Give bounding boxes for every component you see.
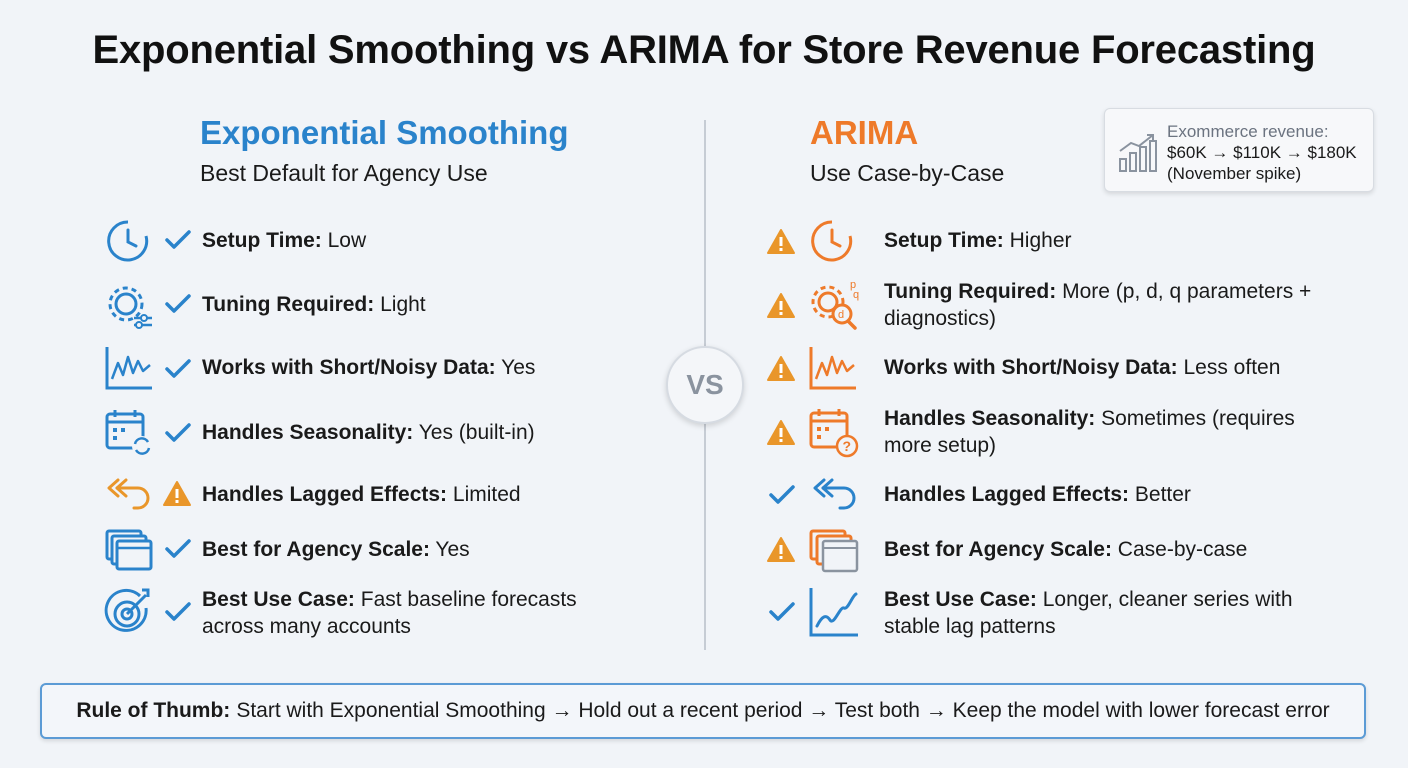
noisy-line-icon (105, 347, 152, 390)
row-label: Works with Short/Noisy Data: (202, 356, 496, 379)
row-label: Best for Agency Scale: (884, 538, 1112, 561)
check-icon (165, 423, 191, 442)
calendar-question-icon: ? (809, 409, 859, 458)
divider-top (704, 120, 706, 350)
windows-stack-icon (809, 529, 859, 573)
divider-bottom (704, 420, 706, 650)
bar-chart-icon (1119, 134, 1157, 172)
vs-badge: VS (666, 346, 744, 424)
calendar-refresh-icon (105, 410, 152, 456)
row-label: Handles Lagged Effects: (884, 483, 1130, 506)
check-icon (165, 294, 191, 313)
row-value: Better (1129, 483, 1191, 506)
warning-icon (767, 537, 795, 562)
row-value: Low (321, 229, 367, 252)
left-column-subtitle: Best Default for Agency Use (200, 160, 488, 186)
svg-text:q: q (853, 289, 859, 301)
row-label: Handles Lagged Effects: (202, 483, 448, 506)
row-label: Handles Seasonality: (884, 407, 1096, 430)
svg-text:?: ? (843, 438, 852, 454)
svg-text:d: d (838, 309, 844, 321)
callout-line-2: $60K → $110K → $180K (1167, 143, 1357, 162)
check-icon (165, 602, 191, 621)
row-label: Works with Short/Noisy Data: (884, 356, 1178, 379)
row-value: Yes (429, 538, 470, 561)
return-arrows-icon (107, 478, 150, 510)
right-column-header: ARIMA Use Case-by-Case (810, 114, 1004, 187)
return-arrows-icon (813, 478, 856, 510)
check-icon (165, 539, 191, 558)
row-value: More (p, d, q parameters + diagnostics) (884, 280, 1312, 330)
row-label: Tuning Required: (202, 293, 375, 316)
noisy-line-icon (809, 347, 856, 390)
warning-icon (767, 356, 795, 381)
rule-label: Rule of Thumb: (76, 699, 231, 722)
row-value: Case-by-case (1111, 538, 1248, 561)
row-label: Best Use Case: (202, 588, 355, 611)
clock-icon (107, 220, 149, 262)
page-title: Exponential Smoothing vs ARIMA for Store… (92, 28, 1316, 72)
trend-line-icon (809, 588, 858, 637)
warning-icon (767, 229, 795, 254)
target-icon (104, 588, 150, 632)
gears-icon (108, 286, 152, 329)
gear-magnifier-icon: p q d (811, 279, 859, 330)
row-value: Sometimes (requires more setup) (884, 407, 1295, 457)
row-value: Limited (447, 483, 521, 506)
check-icon (165, 230, 191, 249)
warning-icon (767, 293, 795, 318)
row-label: Best Use Case: (884, 588, 1037, 611)
rule-text: Start with Exponential Smoothing → Hold … (236, 699, 1330, 722)
row-label: Setup Time: (202, 229, 322, 252)
row-value: Yes (495, 356, 536, 379)
revenue-callout: Exommerce revenue: $60K → $110K → $180K … (1104, 108, 1374, 192)
row-value: Fast baseline forecasts across many acco… (202, 588, 577, 638)
row-value: Light (374, 293, 426, 316)
clock-icon (811, 220, 853, 262)
row-value: Less often (1177, 356, 1281, 379)
left-column-name: Exponential Smoothing (200, 114, 569, 151)
rule-of-thumb-banner: Rule of Thumb: Start with Exponential Sm… (40, 683, 1366, 739)
row-label: Handles Seasonality: (202, 421, 414, 444)
check-icon (769, 602, 795, 621)
right-column-name: ARIMA (810, 114, 919, 151)
row-value: Yes (built-in) (413, 421, 535, 444)
svg-text:p: p (850, 279, 856, 291)
row-label: Best for Agency Scale: (202, 538, 430, 561)
check-icon (769, 485, 795, 504)
row-value: Higher (1003, 229, 1072, 252)
callout-line-1: Exommerce revenue: (1167, 122, 1329, 141)
warning-icon (163, 481, 191, 506)
row-label: Setup Time: (884, 229, 1004, 252)
check-icon (165, 359, 191, 378)
right-column-subtitle: Use Case-by-Case (810, 160, 1005, 186)
callout-line-3: (November spike) (1167, 164, 1302, 183)
left-column-header: Exponential Smoothing Best Default for A… (200, 114, 569, 187)
windows-stack-icon (105, 529, 153, 571)
row-label: Tuning Required: (884, 280, 1057, 303)
warning-icon (767, 420, 795, 445)
row-value: Longer, cleaner series with stable lag p… (884, 588, 1293, 638)
